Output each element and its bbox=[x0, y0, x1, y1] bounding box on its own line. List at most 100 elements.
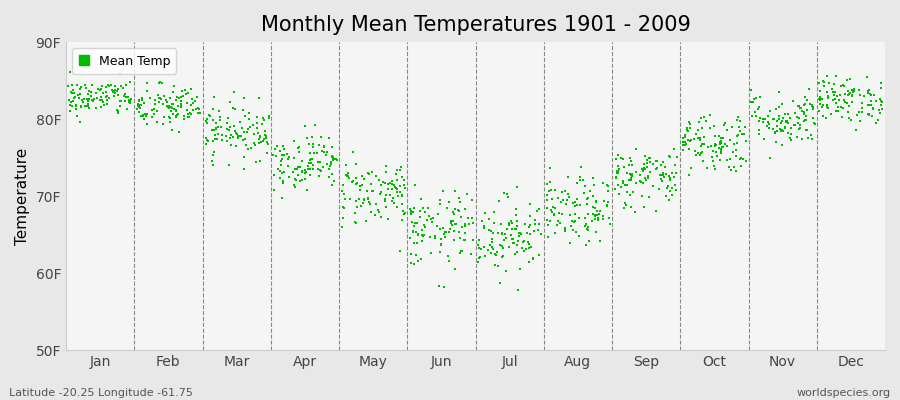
Point bbox=[112, 71, 127, 77]
Point bbox=[426, 215, 440, 222]
Point bbox=[77, 81, 92, 88]
Point bbox=[495, 230, 509, 236]
Point bbox=[509, 249, 524, 256]
Point bbox=[319, 152, 333, 158]
Point bbox=[184, 86, 198, 92]
Point bbox=[788, 122, 802, 128]
Point bbox=[850, 112, 864, 118]
Point bbox=[526, 255, 540, 262]
Point bbox=[185, 100, 200, 107]
Point bbox=[448, 206, 463, 213]
Point bbox=[564, 223, 579, 229]
Point bbox=[411, 258, 426, 264]
Point bbox=[589, 198, 603, 205]
Point bbox=[122, 94, 136, 101]
Point bbox=[795, 108, 809, 114]
Point bbox=[71, 92, 86, 98]
Point bbox=[357, 176, 372, 182]
Point bbox=[586, 211, 600, 217]
Point bbox=[527, 228, 542, 234]
Point bbox=[662, 188, 677, 194]
Point bbox=[596, 213, 610, 220]
Point bbox=[277, 169, 292, 175]
Point bbox=[349, 175, 364, 182]
Point bbox=[634, 166, 649, 172]
Point bbox=[408, 181, 422, 188]
Point bbox=[395, 201, 410, 208]
Point bbox=[552, 210, 566, 216]
Point bbox=[131, 103, 146, 110]
Point bbox=[415, 226, 429, 233]
Point bbox=[819, 72, 833, 79]
Point bbox=[175, 104, 189, 111]
Point bbox=[636, 204, 651, 210]
Point bbox=[170, 112, 184, 118]
Point bbox=[408, 220, 422, 227]
Point bbox=[715, 140, 729, 146]
Point bbox=[200, 137, 214, 143]
Point bbox=[220, 126, 234, 133]
Point bbox=[553, 219, 567, 226]
Point bbox=[416, 232, 430, 239]
Point bbox=[655, 178, 670, 184]
Point bbox=[428, 232, 442, 239]
Point bbox=[855, 109, 869, 116]
Point bbox=[830, 93, 844, 99]
Point bbox=[831, 104, 845, 110]
Point bbox=[273, 168, 287, 174]
Point bbox=[402, 234, 417, 241]
Point bbox=[339, 172, 354, 179]
Point bbox=[845, 99, 859, 105]
Point bbox=[460, 191, 474, 197]
Point bbox=[337, 182, 351, 189]
Point bbox=[724, 124, 739, 130]
Title: Monthly Mean Temperatures 1901 - 2009: Monthly Mean Temperatures 1901 - 2009 bbox=[261, 15, 690, 35]
Point bbox=[171, 111, 185, 118]
Point bbox=[74, 103, 88, 109]
Point bbox=[162, 114, 176, 120]
Point bbox=[732, 124, 746, 130]
Point bbox=[419, 217, 434, 224]
Point bbox=[568, 210, 582, 217]
Point bbox=[608, 186, 623, 192]
Point bbox=[505, 219, 519, 226]
Point bbox=[796, 109, 811, 116]
Point bbox=[493, 242, 508, 248]
Point bbox=[243, 124, 257, 130]
Point bbox=[446, 209, 460, 216]
Point bbox=[328, 156, 342, 162]
Point bbox=[292, 172, 306, 178]
Point bbox=[821, 104, 835, 111]
Point bbox=[551, 194, 565, 201]
Point bbox=[682, 146, 697, 152]
Point bbox=[198, 135, 212, 141]
Point bbox=[578, 222, 592, 229]
Point bbox=[774, 120, 788, 126]
Point bbox=[122, 100, 137, 106]
Point bbox=[509, 212, 524, 218]
Point bbox=[482, 226, 497, 233]
Point bbox=[155, 80, 169, 86]
Point bbox=[390, 186, 404, 192]
Point bbox=[813, 96, 827, 103]
Point bbox=[728, 168, 742, 174]
Point bbox=[292, 178, 307, 184]
Point bbox=[337, 191, 351, 198]
Point bbox=[636, 180, 651, 186]
Point bbox=[274, 195, 289, 202]
Point bbox=[547, 230, 562, 237]
Point bbox=[237, 154, 251, 160]
Point bbox=[620, 188, 634, 195]
Point bbox=[494, 220, 508, 227]
Point bbox=[414, 256, 428, 262]
Point bbox=[91, 86, 105, 92]
Point bbox=[543, 179, 557, 186]
Point bbox=[358, 218, 373, 224]
Point bbox=[588, 216, 602, 222]
Point bbox=[233, 133, 248, 140]
Point bbox=[340, 171, 355, 178]
Point bbox=[572, 215, 586, 222]
Point bbox=[178, 87, 193, 93]
Point bbox=[586, 192, 600, 199]
Point bbox=[644, 158, 658, 165]
